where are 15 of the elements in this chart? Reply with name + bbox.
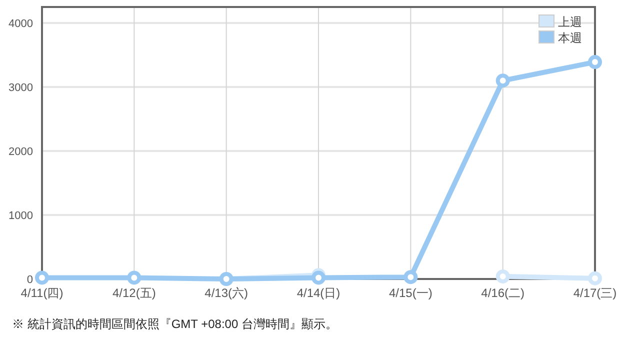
x-tick-label: 4/17(三) bbox=[573, 286, 617, 300]
text: ※ 統計資訊的時間區間依照『GMT +08:00 台灣時間』顯示。 bbox=[12, 317, 338, 331]
y-tick-label: 3000 bbox=[8, 82, 33, 94]
x-tick-label: 4/14(日) bbox=[296, 286, 340, 300]
y-tick-label: 4000 bbox=[8, 18, 33, 30]
x-tick-label: 4/15(一) bbox=[388, 286, 432, 300]
y-tick-label: 1000 bbox=[8, 210, 33, 222]
legend-label: 上週 bbox=[558, 15, 582, 29]
legend-label: 本週 bbox=[558, 31, 582, 45]
x-tick-label: 4/11(四) bbox=[20, 286, 64, 300]
x-tick-label: 4/16(二) bbox=[481, 286, 525, 300]
y-tick-label: 0 bbox=[26, 274, 33, 286]
x-tick-label: 4/13(六) bbox=[204, 286, 248, 300]
x-tick-label: 4/12(五) bbox=[112, 286, 156, 300]
y-tick-label: 2000 bbox=[8, 146, 33, 158]
